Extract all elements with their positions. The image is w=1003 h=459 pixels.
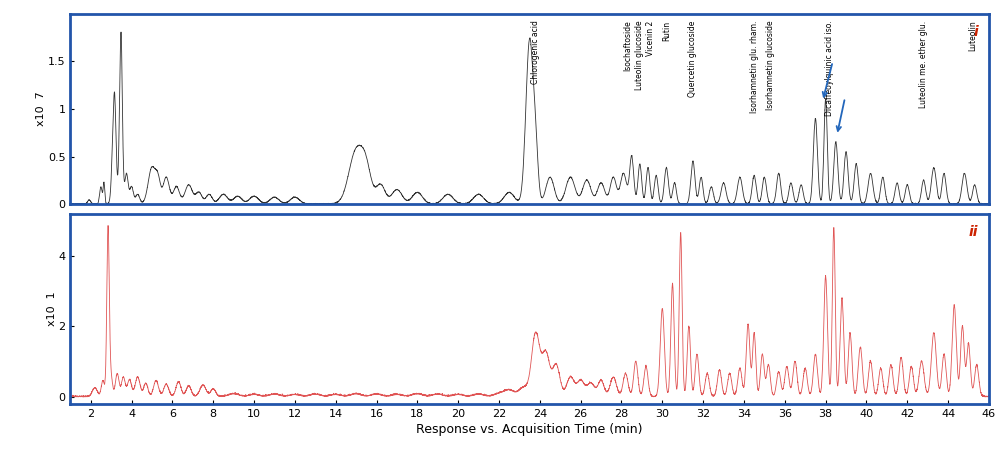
X-axis label: Response vs. Acquisition Time (min): Response vs. Acquisition Time (min) xyxy=(416,423,642,436)
Text: Dicaffeoylquinic acid iso.: Dicaffeoylquinic acid iso. xyxy=(824,21,833,116)
Text: Luteolin: Luteolin xyxy=(967,21,976,51)
Text: Rutin: Rutin xyxy=(661,21,670,40)
Y-axis label: x10  7: x10 7 xyxy=(36,91,46,126)
Text: Vicenin 2: Vicenin 2 xyxy=(645,21,654,56)
Text: Luteolin glucoside: Luteolin glucoside xyxy=(635,21,644,90)
Text: Isorhamnetin glucoside: Isorhamnetin glucoside xyxy=(765,21,774,110)
Text: Luteolin me. ether glu.: Luteolin me. ether glu. xyxy=(918,21,927,107)
Y-axis label: x10  1: x10 1 xyxy=(47,291,57,326)
Text: Isochaftoside: Isochaftoside xyxy=(623,21,632,71)
Text: Isorhamnetin glu. rham.: Isorhamnetin glu. rham. xyxy=(749,21,758,113)
Text: i: i xyxy=(972,25,977,39)
Text: Chlorogenic acid: Chlorogenic acid xyxy=(531,21,540,84)
Text: ii: ii xyxy=(968,225,977,239)
Text: Quercetin glucoside: Quercetin glucoside xyxy=(688,21,697,97)
